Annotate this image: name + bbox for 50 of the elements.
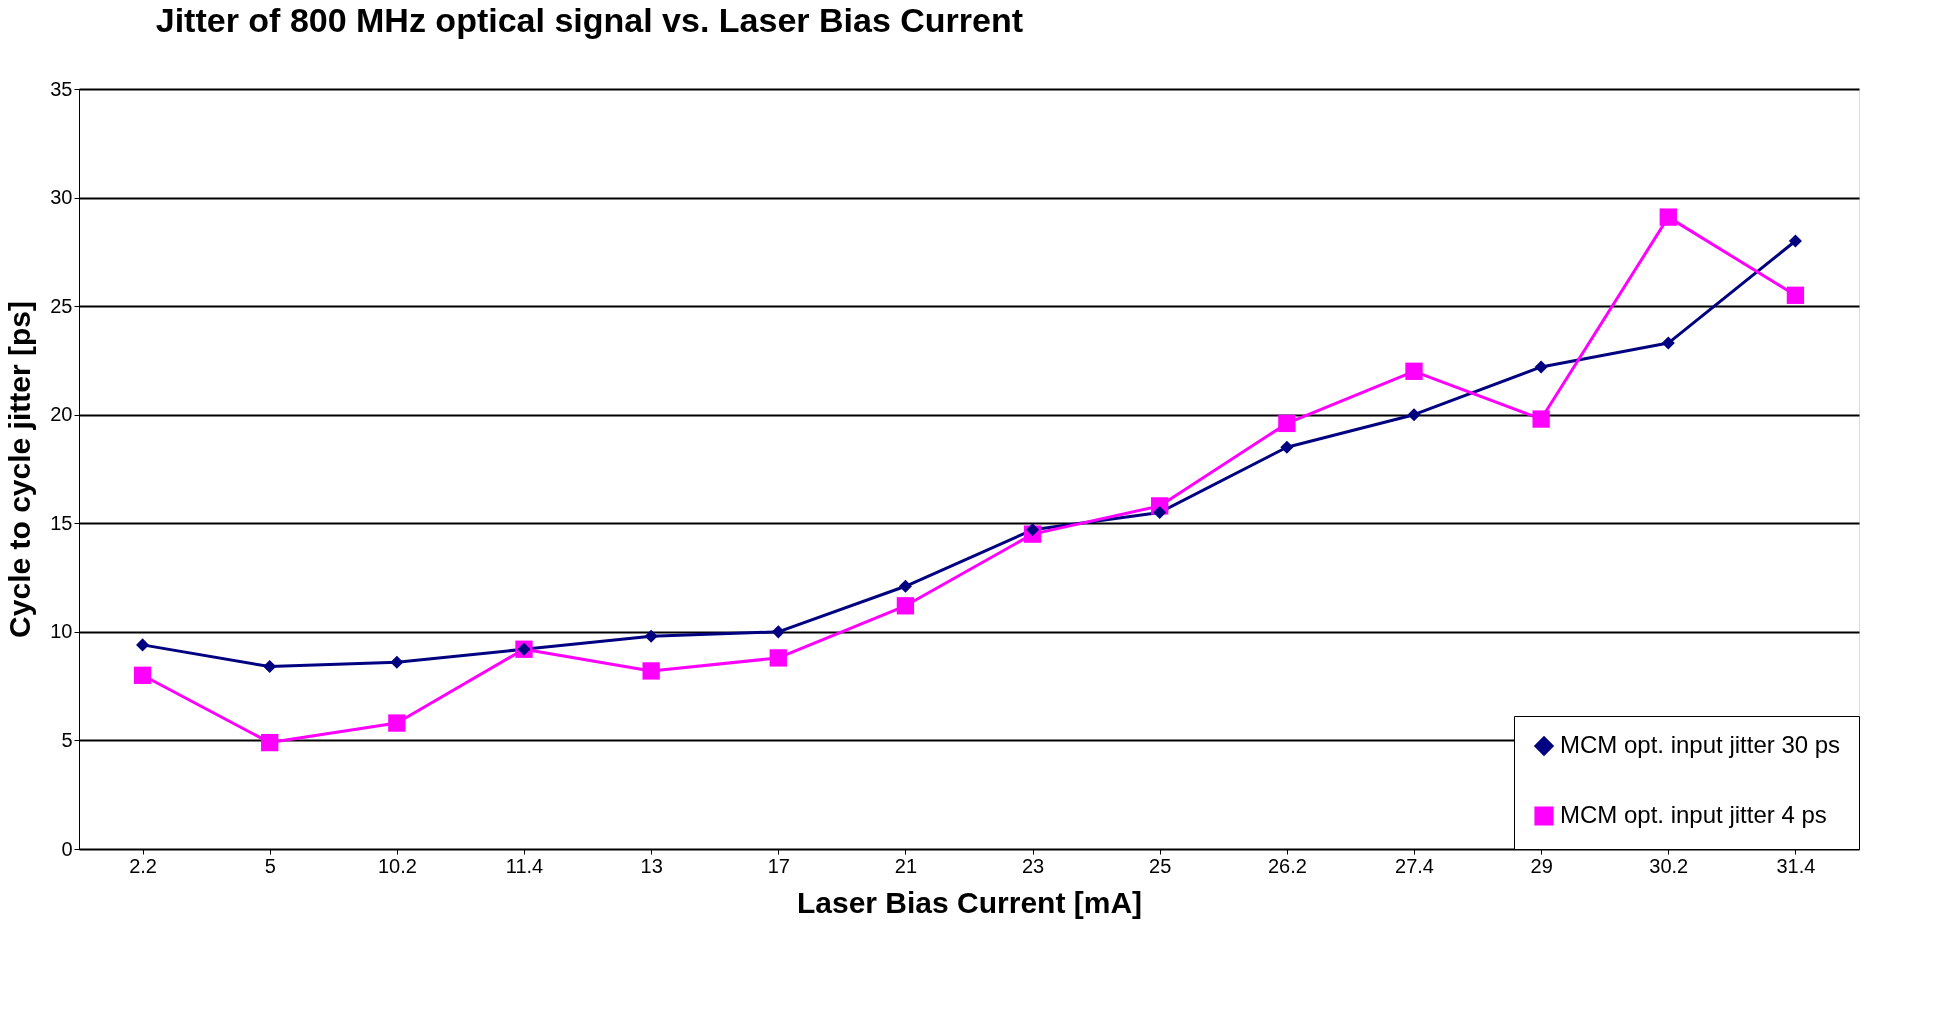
- point: [1278, 414, 1296, 433]
- x-tick-label: 26.2: [1267, 854, 1307, 877]
- x-tick-label: 27.4: [1395, 854, 1434, 877]
- y-tick-label: 25: [50, 294, 73, 317]
- point: [1788, 234, 1802, 248]
- x-tick-label: 29: [1530, 854, 1553, 877]
- point: [388, 714, 406, 732]
- chart-title: Jitter of 800 MHz optical signal vs. Laser Bias Current: [155, 1, 1024, 39]
- x-tick-label: 13: [640, 854, 663, 877]
- x-tick-label: 23: [1021, 854, 1045, 877]
- point: [261, 733, 279, 752]
- x-tick-label: 2.2: [129, 854, 157, 877]
- legend-label: MCM opt. input jitter 4 ps: [1560, 801, 1827, 828]
- y-tick-label: 10: [50, 620, 73, 643]
- point: [1659, 208, 1677, 226]
- point: [642, 662, 660, 680]
- x-tick-label: 31.4: [1776, 854, 1816, 877]
- x-tick-label: 25: [1149, 854, 1172, 877]
- point: [390, 655, 404, 669]
- point: [1280, 440, 1294, 454]
- point: [644, 629, 658, 643]
- point: [263, 660, 277, 674]
- point: [1405, 362, 1423, 380]
- x-tick-label: 5: [264, 854, 276, 877]
- y-tick-label: 5: [61, 728, 73, 751]
- point: [1661, 336, 1675, 350]
- x-tick-label: 17: [767, 854, 790, 877]
- x-axis-title: Laser Bias Current [mA]: [796, 885, 1143, 919]
- point: [898, 579, 912, 593]
- point: [133, 666, 152, 684]
- point: [136, 638, 150, 652]
- y-tick-label: 30: [50, 186, 73, 209]
- point: [769, 649, 787, 667]
- y-tick-label: 15: [50, 511, 73, 534]
- y-tick-label: 0: [61, 837, 73, 860]
- y-axis-title: Cycle to cycle jitter [ps]: [3, 301, 37, 638]
- y-tick-label: 35: [50, 77, 73, 100]
- point: [1786, 286, 1805, 304]
- legend-label: MCM opt. input jitter 30 ps: [1560, 731, 1841, 758]
- point: [1534, 360, 1548, 374]
- y-tick-label: 20: [50, 403, 73, 426]
- x-tick-label: 30.2: [1649, 854, 1689, 877]
- point: [896, 597, 915, 615]
- x-tick-label: 21: [894, 854, 918, 877]
- x-tick-label: 11.4: [505, 854, 544, 877]
- point: [771, 625, 785, 639]
- point: [1532, 410, 1550, 428]
- point: [1407, 408, 1421, 422]
- point: [1153, 505, 1167, 519]
- x-tick-label: 10.2: [377, 854, 417, 877]
